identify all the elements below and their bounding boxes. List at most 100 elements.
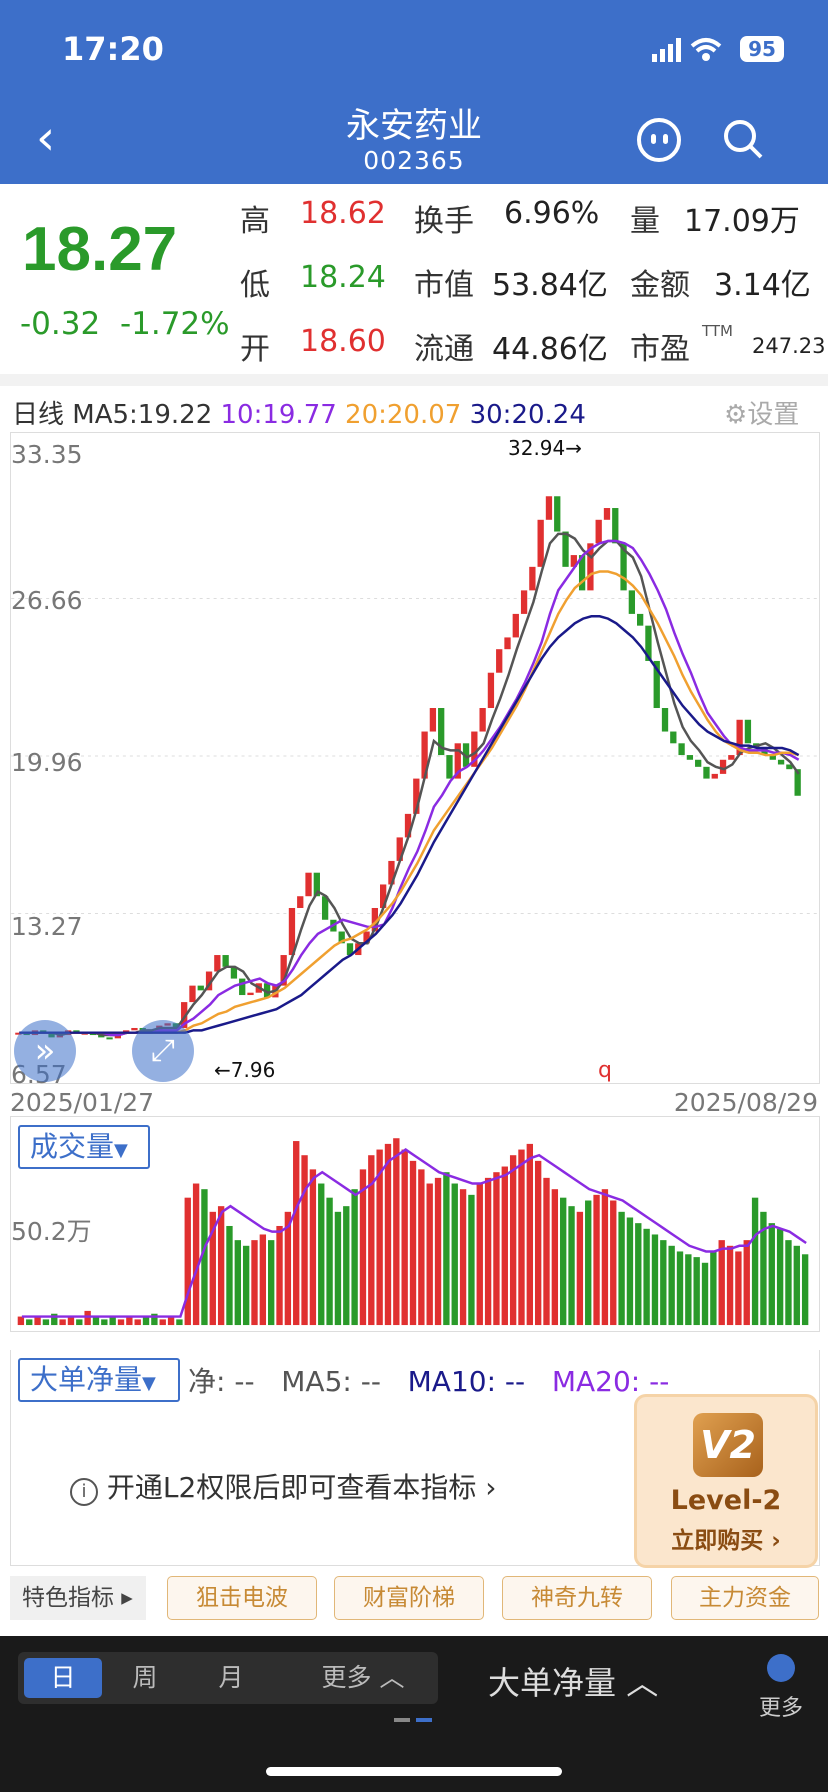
volume-bar (117, 1319, 125, 1326)
high-marker: 32.94→ (508, 436, 583, 460)
ma20-line (19, 570, 800, 1034)
battery-indicator: 95 (740, 36, 784, 62)
ma10-line (19, 539, 800, 1037)
level2-title: Level-2 (670, 1485, 782, 1516)
volume-bar (451, 1183, 458, 1326)
candle (620, 543, 627, 591)
y-tick: 33.35 (11, 440, 83, 469)
y-tick: 26.66 (11, 586, 83, 615)
candle (554, 496, 561, 532)
chevron-right-icon: › (485, 1471, 497, 1504)
price-change: -0.32 -1.72% (20, 306, 230, 342)
l2-tip-text: 开通L2权限后即可查看本指标 (106, 1471, 477, 1504)
kline-chart[interactable] (10, 432, 820, 1084)
volume-bar (201, 1189, 208, 1326)
candle (438, 708, 445, 756)
search-icon[interactable] (722, 118, 764, 160)
volume-bar (534, 1160, 542, 1326)
volume-bar (151, 1313, 158, 1326)
volume-chart[interactable] (10, 1116, 820, 1332)
tab-week[interactable]: 周 (132, 1663, 158, 1692)
feature-wealth-ladder[interactable]: 财富阶梯 (334, 1576, 484, 1620)
volume-bar (318, 1183, 325, 1326)
volume-bar (301, 1155, 308, 1326)
more-icon (767, 1654, 795, 1682)
volume-bar (293, 1141, 300, 1326)
volume-bar (251, 1240, 258, 1326)
candle (479, 708, 486, 732)
volume-bar (560, 1197, 567, 1326)
open-label: 开 (240, 332, 270, 367)
fullscreen-button[interactable]: ⤢ (132, 1020, 194, 1082)
volume-bar (259, 1234, 267, 1326)
indicator-selector[interactable]: 大单净量▼ (18, 1358, 180, 1402)
net-value: 净: -- (188, 1365, 255, 1398)
stock-name: 永安药业 (346, 106, 482, 146)
feature-magic-nine[interactable]: 神奇九转 (502, 1576, 652, 1620)
volume-bar (801, 1254, 809, 1326)
candle (313, 872, 320, 897)
turnover-value: 6.96% (504, 196, 600, 231)
y-tick: 13.27 (11, 912, 83, 941)
volume-ma-line (21, 1148, 807, 1318)
candle (421, 731, 428, 779)
level2-purchase-badge[interactable]: V2 Level-2 立即购买 › (634, 1394, 818, 1568)
candle (181, 1002, 188, 1028)
candle (247, 992, 254, 996)
amount-value: 3.14亿 (714, 268, 811, 303)
change-percent: -1.72% (119, 306, 230, 342)
chart-settings-button[interactable]: ⚙设置 (724, 394, 799, 431)
candle (197, 985, 204, 991)
candle (288, 907, 296, 956)
candle (612, 508, 619, 544)
collapse-panel-button[interactable]: » (14, 1020, 76, 1082)
volume-bar (501, 1166, 508, 1326)
ma10-legend: 10:19.77 (220, 400, 337, 430)
indicator-switch[interactable]: 大单净量 ︿ (488, 1664, 659, 1702)
candle (388, 860, 395, 885)
candle (686, 755, 694, 760)
volume-bar (518, 1149, 525, 1326)
candle (670, 731, 677, 744)
volume-bar (92, 1316, 100, 1326)
feature-main-funds[interactable]: 主力资金 (671, 1576, 819, 1620)
volume-bar (585, 1200, 592, 1326)
tab-day[interactable]: 日 (24, 1658, 102, 1698)
q-marker: q (598, 1058, 612, 1083)
volume-bar (76, 1319, 83, 1326)
volume-bar (234, 1240, 241, 1326)
volume-bar (568, 1206, 575, 1326)
candle (711, 773, 718, 779)
volume-bar (509, 1155, 517, 1326)
candle (239, 978, 246, 996)
volume-bar (334, 1211, 342, 1326)
candle (297, 896, 304, 908)
candle (512, 613, 519, 638)
assistant-icon[interactable] (637, 118, 681, 162)
candle (214, 955, 221, 972)
date-end: 2025/08/29 (673, 1088, 818, 1117)
more-button[interactable]: 更多 (756, 1654, 806, 1722)
candle (695, 759, 702, 767)
candle (728, 755, 735, 760)
signal-wifi-icon (652, 38, 722, 62)
tab-more[interactable]: 更多 ︿ (321, 1663, 405, 1692)
feature-label[interactable]: 特色指标 ▸ (10, 1576, 146, 1620)
candle (98, 1035, 105, 1038)
candle (205, 971, 213, 991)
date-range: 2025/01/27 2025/08/29 (10, 1088, 820, 1117)
volume-bar (793, 1245, 800, 1326)
volume-selector[interactable]: 成交量▼ (18, 1125, 150, 1169)
volume-bar (618, 1211, 625, 1326)
candle (263, 983, 271, 998)
candle (222, 955, 229, 967)
back-button[interactable]: ‹ (36, 110, 56, 166)
volume-bar (326, 1197, 333, 1326)
volume-bar (109, 1316, 116, 1326)
ma5-legend: MA5:19.22 (72, 400, 213, 430)
tab-month[interactable]: 月 (218, 1663, 244, 1692)
candle (678, 743, 685, 756)
feature-sniper-wave[interactable]: 狙击电波 (167, 1576, 317, 1620)
candle (471, 731, 478, 767)
l2-permission-tip[interactable]: i 开通L2权限后即可查看本指标 › (70, 1466, 496, 1506)
